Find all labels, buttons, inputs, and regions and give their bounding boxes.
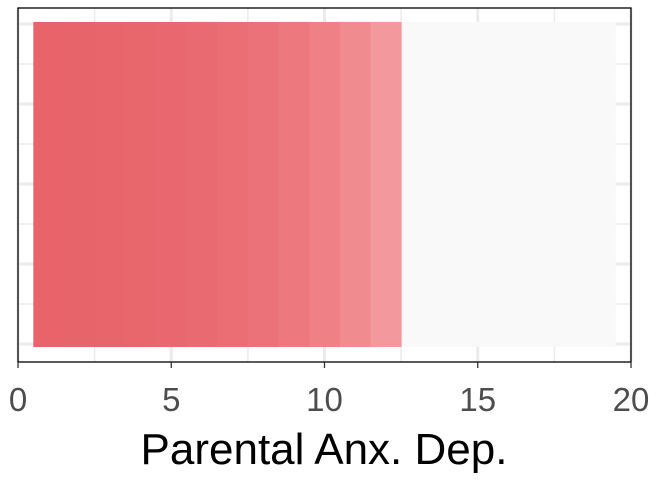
bar-segments [33, 22, 616, 347]
x-tick-label: 5 [162, 381, 180, 418]
bar-segment [155, 22, 188, 347]
bar-segment [217, 22, 249, 347]
bar-segment [186, 22, 218, 347]
x-axis-ticks: 0 5 10 15 20 [9, 362, 650, 418]
x-tick-label: 0 [9, 381, 27, 418]
x-tick-label: 15 [459, 381, 496, 418]
bar-segment [370, 22, 402, 347]
bar-segment [309, 22, 341, 347]
bar-segment [278, 22, 310, 347]
x-axis-title: Parental Anx. Dep. [141, 425, 508, 474]
bar-segment [247, 22, 280, 347]
bar-segment [339, 22, 371, 347]
bar-segment [63, 22, 96, 347]
bar-segment [94, 22, 126, 347]
bar-segment [125, 22, 157, 347]
bar-segment [33, 22, 65, 347]
x-tick-label: 10 [306, 381, 343, 418]
x-tick-label: 20 [613, 381, 650, 418]
